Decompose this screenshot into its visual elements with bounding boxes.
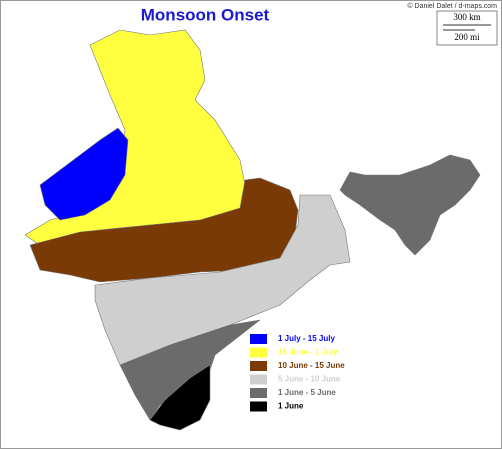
legend-label: 1 June - 5 June [278,388,336,397]
region-northeast [339,154,481,256]
regions [24,29,481,431]
legend-swatch [250,401,267,412]
legend-label: 10 June - 15 June [278,361,345,370]
legend-swatch [250,361,267,371]
legend-swatch [250,388,267,398]
region-5june-10june [94,194,351,366]
region-1july-15july [39,127,129,221]
legend-swatch [250,374,267,385]
legend-label: 1 July - 15 July [278,334,335,343]
region-10june-15june [29,177,299,283]
legend-label: 15 June - 1 July [278,348,338,357]
region-1june [149,364,211,431]
scale-box [436,10,498,46]
map-title: Monsoon Onset [141,5,270,24]
scale-km: 300 km [453,12,480,22]
legend-label: 5 June - 10 June [278,375,341,384]
scale-bar: 300 km 200 mi [436,10,498,46]
legend: 1 July - 15 July 15 June - 1 July 10 June … [250,334,345,412]
legend-swatch [250,347,267,358]
legend-swatch [250,334,267,344]
scale-mi: 200 mi [454,32,480,42]
credit: © Daniel Dalet / d-maps.com [407,2,497,10]
legend-label: 1 June [278,402,304,411]
